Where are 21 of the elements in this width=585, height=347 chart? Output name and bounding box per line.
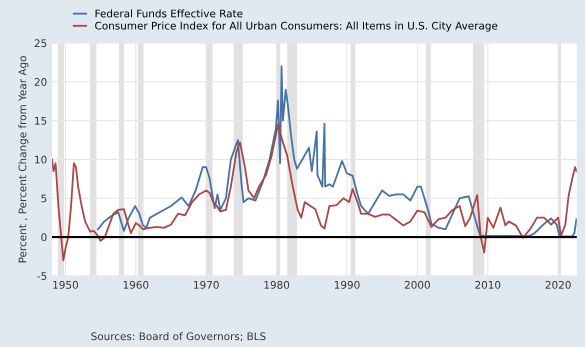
y-tick-label: 20: [34, 78, 47, 86]
legend-label: Federal Funds Effective Rate: [96, 9, 242, 18]
x-tick-label: 1950: [53, 280, 78, 289]
y-tick-label: 15: [35, 117, 46, 125]
source-note: Sources: Board of Governors; BLS: [91, 332, 266, 342]
y-tick-label: 10: [35, 156, 47, 164]
x-tick-label: 1980: [264, 280, 290, 289]
x-tick-label: 1960: [124, 280, 148, 289]
y-tick-label: -5: [37, 272, 46, 280]
y-axis-title: Percent , Percent Change from Year Ago: [18, 56, 28, 262]
x-tick-label: 1970: [194, 280, 219, 289]
x-tick-label: 2020: [546, 280, 571, 289]
x-tick-label: 2010: [475, 280, 500, 289]
x-tick-label: 2000: [404, 280, 430, 289]
y-tick-label: 0: [41, 233, 47, 242]
line-series: [52, 124, 577, 262]
x-tick-label: 1990: [334, 280, 360, 289]
line-series: [96, 65, 577, 238]
y-tick-label: 5: [41, 194, 46, 202]
y-tick-label: 25: [34, 39, 46, 48]
legend-label: Consumer Price Index for All Urban Consumers: All Items in U.S. City Average: [95, 22, 498, 32]
